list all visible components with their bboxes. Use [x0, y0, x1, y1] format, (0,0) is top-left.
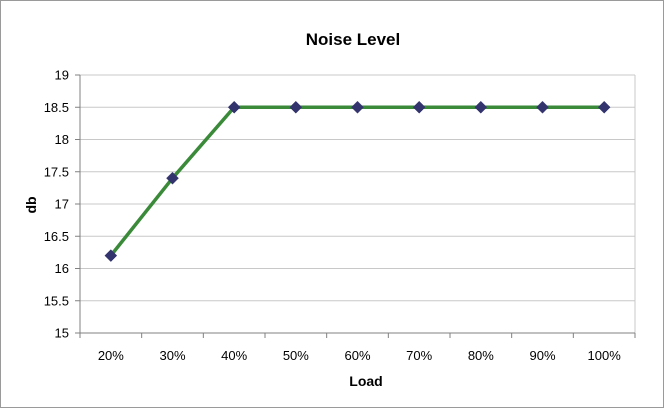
- data-point-marker: [412, 100, 426, 114]
- y-tick-label: 17: [55, 197, 69, 212]
- x-tick-label: 50%: [283, 348, 309, 363]
- data-point-marker: [597, 100, 611, 114]
- data-point-marker: [289, 100, 303, 114]
- y-tick-label: 18: [55, 132, 69, 147]
- y-tick-labels: 15 15.5 16 16.5 17 17.5 18 18.5 19: [44, 68, 69, 341]
- gridlines: [80, 74, 636, 333]
- x-tick-label: 90%: [529, 348, 555, 363]
- y-tick-label: 18.5: [44, 100, 69, 115]
- data-point-marker: [351, 100, 364, 114]
- y-tick-label: 15: [55, 326, 69, 341]
- data-point-marker: [166, 171, 179, 185]
- x-tick-label: 80%: [468, 348, 494, 363]
- y-tick-label: 19: [55, 68, 69, 83]
- data-point-marker: [536, 100, 549, 114]
- data-point-marker: [227, 100, 241, 114]
- data-point-marker: [104, 249, 118, 262]
- x-tick-label: 60%: [344, 348, 370, 363]
- series-line: [109, 105, 606, 258]
- x-tick-label: 100%: [588, 348, 622, 363]
- x-tick-labels: 20% 30% 40% 50% 60% 70% 80% 90% 100%: [98, 348, 621, 363]
- chart-title: Noise Level: [306, 30, 401, 49]
- x-axis-title: Load: [349, 373, 382, 389]
- x-tick-label: 20%: [98, 348, 124, 363]
- axes: [75, 74, 636, 338]
- y-axis-title: db: [23, 196, 39, 213]
- x-tick-label: 30%: [159, 348, 185, 363]
- x-tick-label: 70%: [406, 348, 432, 363]
- y-tick-label: 17.5: [44, 164, 69, 179]
- y-tick-label: 16: [55, 261, 69, 276]
- y-tick-label: 16.5: [44, 229, 69, 244]
- x-tick-label: 40%: [221, 348, 247, 363]
- y-tick-label: 15.5: [44, 293, 69, 308]
- data-point-marker: [474, 100, 488, 114]
- series-layer: [104, 100, 611, 262]
